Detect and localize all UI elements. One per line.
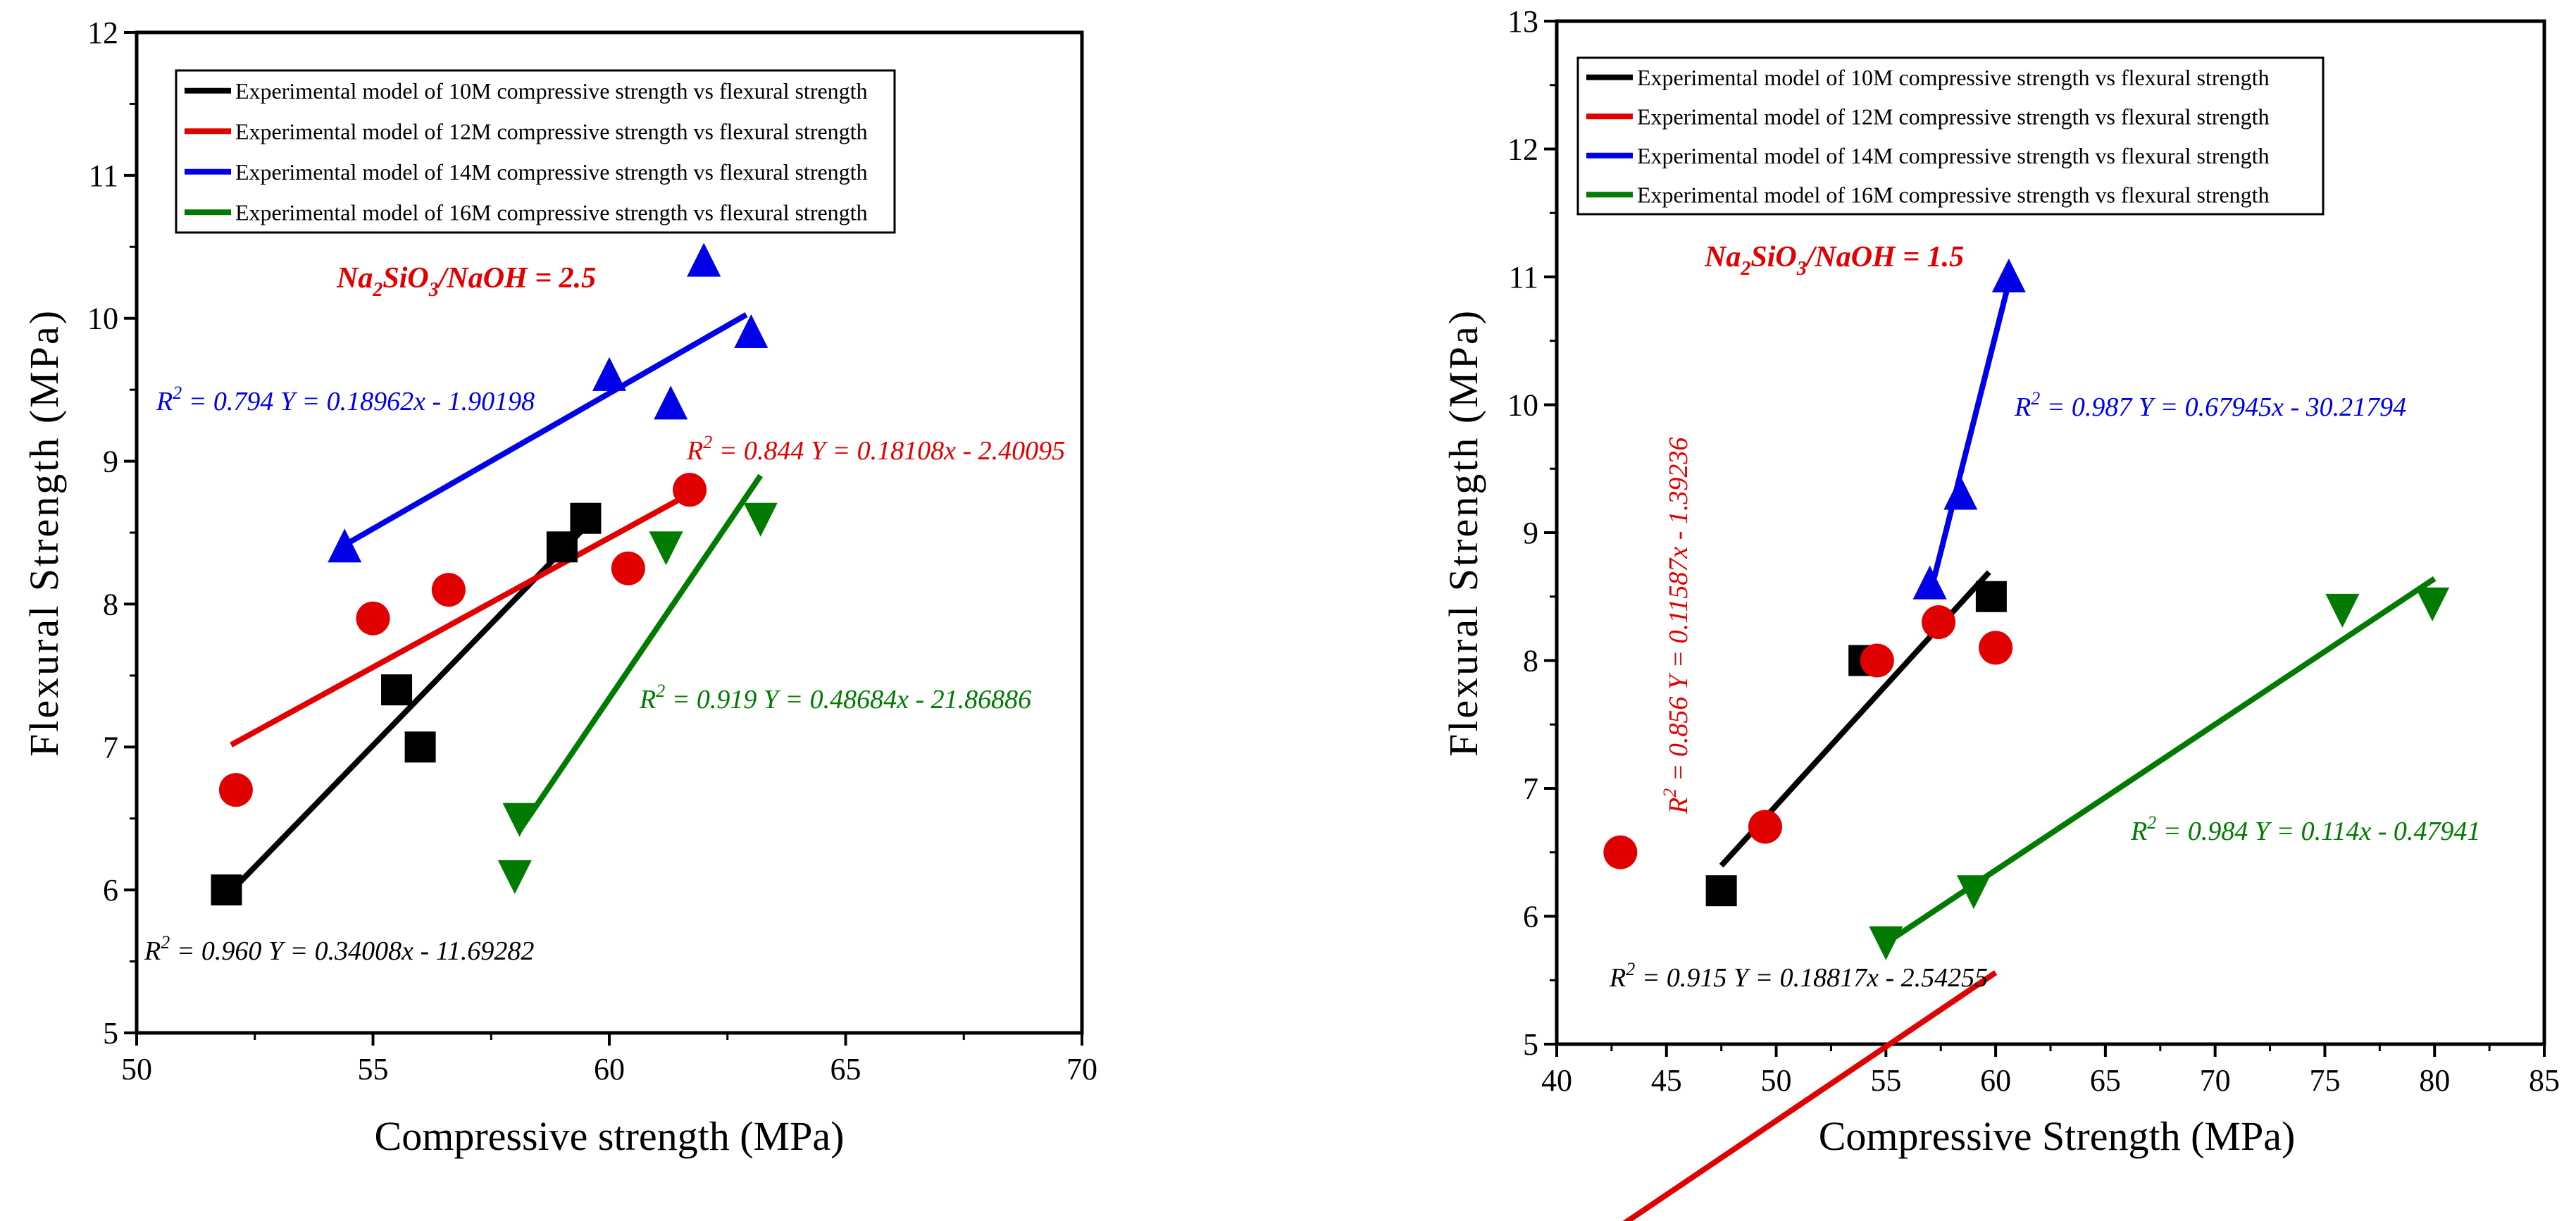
legend-entry: Experimental model of 12M compressive st… bbox=[1637, 104, 2270, 129]
ratio-label: Na2SiO3/NaOH = 2.5 bbox=[336, 262, 596, 301]
data-point-series-2 bbox=[687, 242, 721, 277]
data-point-series-3 bbox=[649, 531, 683, 566]
data-point-series-1 bbox=[673, 473, 707, 507]
data-point-series-3 bbox=[2415, 587, 2450, 621]
chart-right: 40 45 50 55 60 65 70 75 80 85 5 6 7 8 9 10 11 12 13 Flexura… bbox=[1441, 4, 2560, 1221]
y-tick-label: 11 bbox=[89, 159, 118, 193]
data-point-series-1 bbox=[1860, 643, 1894, 678]
y-axis-title: Flexural Strength (MPa) bbox=[1441, 309, 1486, 757]
annotation-series-0: R2 = 0.960 Y = 0.34008x - 11.69282 bbox=[144, 932, 534, 966]
y-tick-label: 8 bbox=[103, 587, 118, 621]
x-axis-title: Compressive strength (MPa) bbox=[375, 1113, 845, 1159]
y-tick-label: 9 bbox=[1523, 516, 1538, 550]
data-point-series-1 bbox=[356, 601, 390, 636]
y-tick-label: 6 bbox=[103, 873, 118, 907]
x-tick-label: 50 bbox=[1761, 1063, 1792, 1098]
data-point-series-1 bbox=[1603, 835, 1638, 869]
y-tick-label: 12 bbox=[87, 16, 118, 50]
fit-line-series-0 bbox=[229, 529, 583, 893]
data-point-series-0 bbox=[570, 502, 602, 534]
data-point-series-0 bbox=[381, 674, 413, 706]
x-tick-label: 70 bbox=[1066, 1052, 1097, 1086]
fit-line-series-2 bbox=[343, 312, 748, 548]
x-tick-label: 75 bbox=[2309, 1063, 2340, 1098]
y-tick-label: 5 bbox=[103, 1016, 118, 1050]
data-point-series-1 bbox=[431, 573, 466, 607]
legend-entry: Experimental model of 10M compressive st… bbox=[235, 78, 868, 104]
x-tick-label: 60 bbox=[594, 1052, 625, 1086]
legend-entry: Experimental model of 16M compressive st… bbox=[1637, 182, 2270, 207]
data-point-series-3 bbox=[743, 502, 778, 537]
data-point-series-1 bbox=[1748, 810, 1782, 844]
fit-line-series-1 bbox=[230, 494, 687, 748]
legend bbox=[175, 69, 896, 234]
y-tick-label: 6 bbox=[1523, 900, 1538, 934]
y-tick-label: 11 bbox=[1509, 260, 1538, 295]
x-tick-label: 85 bbox=[2529, 1063, 2560, 1098]
legend-entry: Experimental model of 16M compressive st… bbox=[235, 199, 868, 225]
x-tick-label: 65 bbox=[830, 1052, 861, 1086]
y-tick-label: 9 bbox=[103, 445, 118, 479]
data-point-series-2 bbox=[1912, 565, 1947, 600]
data-point-series-1 bbox=[611, 551, 645, 585]
data-point-series-1 bbox=[218, 773, 253, 807]
x-tick-label: 60 bbox=[1980, 1063, 2011, 1098]
y-tick-label: 7 bbox=[103, 730, 118, 764]
data-point-series-0 bbox=[1975, 581, 2007, 612]
data-point-series-3 bbox=[502, 802, 537, 837]
legend-entry: Experimental model of 14M compressive st… bbox=[1637, 143, 2270, 168]
data-point-series-2 bbox=[734, 314, 769, 348]
y-axis-title: Flexural Strength (MPa) bbox=[21, 309, 67, 757]
y-tick-label: 13 bbox=[1507, 4, 1538, 39]
data-point-series-0 bbox=[211, 874, 242, 906]
y-tick-label: 10 bbox=[87, 302, 118, 336]
annotation-series-1: R2 = 0.856 Y = 0.11587x - 1.39236 bbox=[1660, 438, 1693, 814]
data-point-series-1 bbox=[1922, 605, 1956, 640]
data-point-series-2 bbox=[328, 528, 362, 563]
ratio-label: Na2SiO3/NaOH = 1.5 bbox=[1704, 241, 1964, 280]
y-tick-label: 5 bbox=[1523, 1027, 1538, 1062]
annotation-series-2: R2 = 0.987 Y = 0.67945x - 30.21794 bbox=[2014, 388, 2406, 422]
data-point-series-0 bbox=[546, 531, 578, 563]
y-tick-label: 12 bbox=[1507, 132, 1538, 167]
chart-left: 50 55 60 65 70 5 6 7 8 9 10 11 12 Flexural Strength (… bbox=[21, 16, 1097, 1159]
x-tick-label: 65 bbox=[2090, 1063, 2121, 1098]
x-axis-title: Compressive Strength (MPa) bbox=[1819, 1113, 2296, 1159]
legend-entry: Experimental model of 10M compressive st… bbox=[1637, 65, 2270, 90]
annotation-series-0: R2 = 0.915 Y = 0.18817x - 2.54255 bbox=[1609, 959, 1988, 993]
x-tick-label: 80 bbox=[2419, 1063, 2450, 1098]
data-point-series-3 bbox=[497, 860, 532, 894]
x-tick-label: 50 bbox=[121, 1052, 152, 1086]
data-point-series-0 bbox=[1705, 875, 1737, 907]
fit-line-series-3 bbox=[517, 473, 764, 832]
annotation-series-3: R2 = 0.984 Y = 0.114x - 0.47941 bbox=[2130, 812, 2480, 846]
fit-line-series-1 bbox=[1622, 970, 1998, 1221]
x-tick-label: 55 bbox=[358, 1052, 389, 1086]
data-point-series-3 bbox=[2325, 593, 2360, 628]
data-point-series-0 bbox=[404, 731, 436, 763]
legend bbox=[1576, 56, 2325, 216]
y-tick-label: 10 bbox=[1507, 388, 1538, 423]
x-tick-label: 70 bbox=[2200, 1063, 2231, 1098]
data-point-series-2 bbox=[592, 357, 626, 391]
legend-entry: Experimental model of 12M compressive st… bbox=[235, 118, 868, 144]
x-tick-label: 40 bbox=[1541, 1063, 1572, 1098]
data-point-series-3 bbox=[1956, 875, 1991, 910]
y-tick-label: 7 bbox=[1523, 771, 1538, 806]
x-tick-label: 55 bbox=[1870, 1063, 1901, 1098]
fit-line-series-2 bbox=[1931, 281, 2012, 579]
legend-entry: Experimental model of 14M compressive st… bbox=[235, 159, 868, 185]
x-tick-label: 45 bbox=[1651, 1063, 1682, 1098]
annotation-series-2: R2 = 0.794 Y = 0.18962x - 1.90198 bbox=[156, 383, 535, 416]
annotation-series-1: R2 = 0.844 Y = 0.18108x - 2.40095 bbox=[686, 432, 1065, 466]
data-point-series-2 bbox=[1991, 259, 2026, 292]
data-point-series-1 bbox=[1979, 631, 2013, 665]
data-point-series-3 bbox=[1869, 926, 1903, 960]
y-tick-label: 8 bbox=[1523, 644, 1538, 678]
data-point-series-2 bbox=[1943, 476, 1978, 510]
annotation-series-3: R2 = 0.919 Y = 0.48684x - 21.86886 bbox=[639, 681, 1031, 714]
data-point-series-2 bbox=[654, 385, 688, 420]
